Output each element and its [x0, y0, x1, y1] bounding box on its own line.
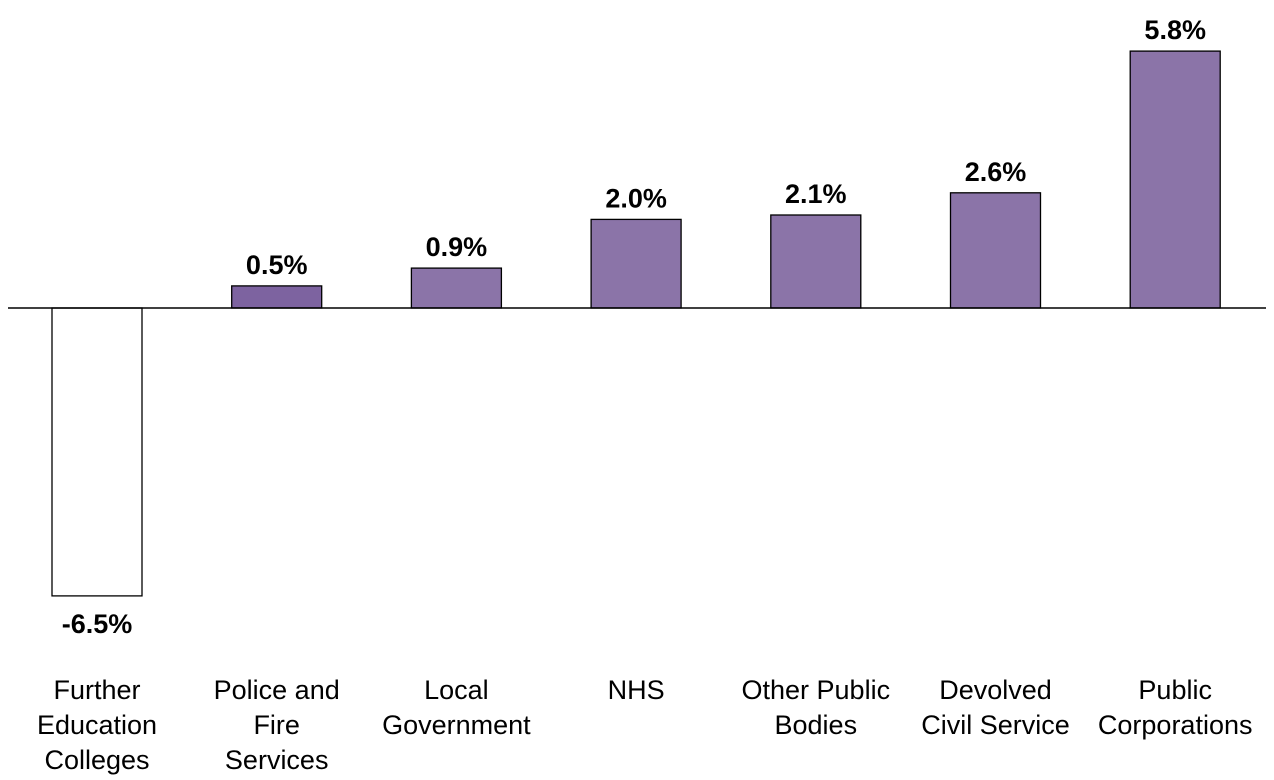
value-label-public-corporations: 5.8%: [1144, 15, 1206, 45]
category-label-line: Corporations: [1098, 710, 1253, 740]
category-label-line: Devolved: [939, 675, 1052, 705]
category-label-line: Local: [424, 675, 489, 705]
value-label-nhs: 2.0%: [605, 183, 667, 213]
category-label-police-and-fire-services: Police and Fire Services: [214, 675, 340, 775]
category-label-line: Education: [37, 710, 157, 740]
category-labels-group: Further Education Colleges Police and Fire Se…: [37, 675, 1253, 775]
bar-other-public-bodies: [770, 214, 862, 309]
category-label-nhs: NHS: [608, 675, 665, 705]
bars-group: [51, 50, 1221, 597]
value-label-local-government: 0.9%: [426, 232, 488, 262]
category-label-line: Civil Service: [921, 710, 1070, 740]
bar-nhs: [590, 218, 682, 309]
category-label-line: Colleges: [44, 745, 149, 775]
category-label-public-corporations: Public Corporations: [1098, 675, 1253, 740]
value-label-further-education-colleges: -6.5%: [62, 609, 133, 639]
bar-devolved-civil-service: [949, 192, 1042, 309]
category-label-line: Government: [382, 710, 531, 740]
category-label-line: Public: [1138, 675, 1212, 705]
value-label-devolved-civil-service: 2.6%: [965, 157, 1027, 187]
bar-police-and-fire-services: [231, 285, 323, 309]
category-label-other-public-bodies: Other Public Bodies: [742, 675, 891, 740]
category-label-line: Fire: [253, 710, 300, 740]
category-label-line: Police and: [214, 675, 340, 705]
category-label-devolved-civil-service: Devolved Civil Service: [921, 675, 1070, 740]
category-label-line: Services: [225, 745, 329, 775]
category-label-line: NHS: [608, 675, 665, 705]
category-label-local-government: Local Government: [382, 675, 531, 740]
value-label-other-public-bodies: 2.1%: [785, 179, 847, 209]
category-label-line: Further: [53, 675, 140, 705]
value-labels-group: -6.5% 0.5% 0.9% 2.0% 2.1% 2.6% 5.8%: [62, 15, 1206, 639]
bar-further-education-colleges: [51, 307, 143, 597]
value-label-police-and-fire-services: 0.5%: [246, 250, 308, 280]
bar-public-corporations: [1129, 50, 1221, 309]
category-label-further-education-colleges: Further Education Colleges: [37, 675, 157, 775]
bar-local-government: [410, 267, 503, 309]
category-label-line: Other Public: [742, 675, 891, 705]
category-label-line: Bodies: [775, 710, 858, 740]
